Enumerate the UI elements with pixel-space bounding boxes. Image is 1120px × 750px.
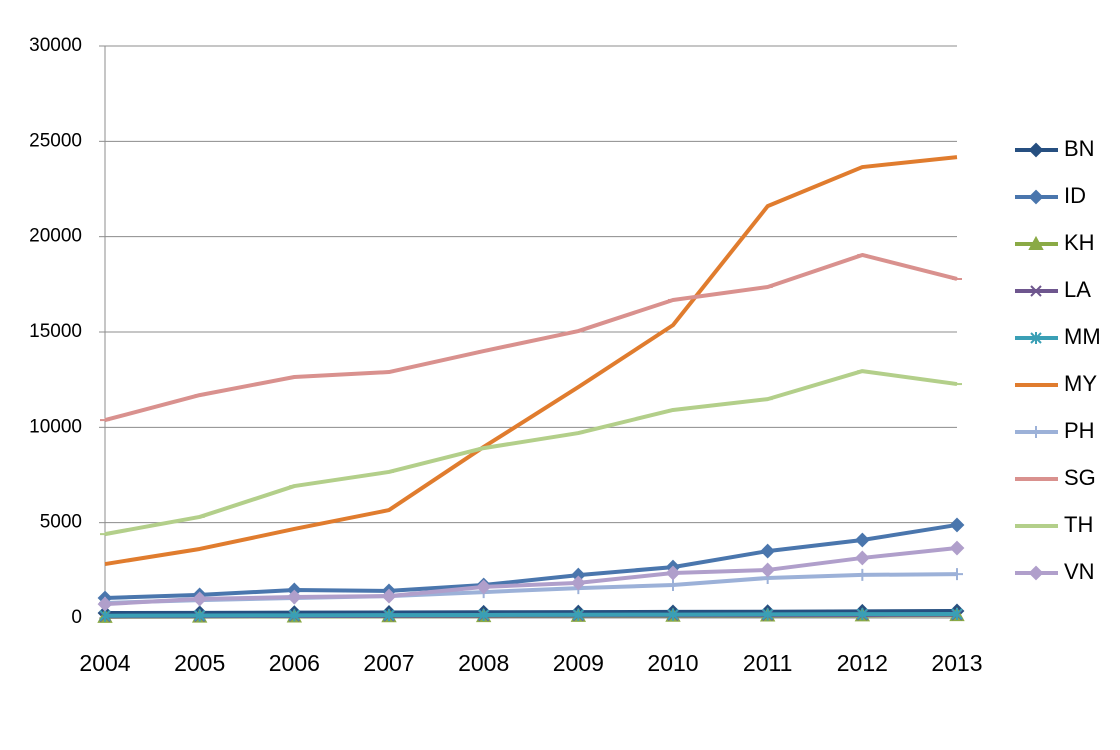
legend-item: MM (1015, 324, 1101, 349)
point-marker (286, 589, 302, 605)
x-tick-label: 2006 (269, 650, 320, 676)
legend-label: ID (1064, 183, 1086, 208)
legend-item: TH (1015, 512, 1093, 537)
y-tick-label: 5000 (40, 512, 82, 533)
point-marker (854, 532, 870, 548)
point-marker (667, 579, 679, 592)
series (99, 607, 963, 622)
legend-item: MY (1015, 371, 1097, 396)
series-line (104, 252, 958, 423)
point-marker (760, 562, 776, 578)
point-marker (951, 568, 963, 581)
legend-marker (1028, 565, 1044, 581)
legend-marker (1030, 426, 1042, 438)
y-tick-label: 15000 (29, 321, 82, 342)
legend-label: SG (1064, 465, 1096, 490)
x-tick-label: 2008 (458, 650, 509, 676)
x-tick-label: 2012 (837, 650, 888, 676)
legend-item: ID (1015, 183, 1086, 208)
y-tick-label: 20000 (29, 226, 82, 247)
point-marker (761, 608, 774, 621)
x-tick-label: 2011 (743, 650, 792, 676)
x-tick-label: 2009 (553, 650, 604, 676)
y-tick-label: 25000 (29, 130, 82, 151)
series (104, 155, 958, 567)
x-tick-label: 2004 (79, 650, 130, 676)
x-tick-label: 2007 (363, 650, 414, 676)
series-line (104, 546, 958, 607)
legend-marker (1030, 285, 1042, 297)
point-marker (193, 609, 206, 622)
point-marker (949, 517, 965, 533)
legend-item: VN (1015, 559, 1095, 584)
legend-label: MY (1064, 371, 1097, 396)
series (97, 517, 965, 606)
point-marker (760, 543, 776, 559)
series-line (104, 155, 958, 567)
point-marker (856, 568, 869, 581)
point-marker (854, 550, 870, 566)
point-marker (192, 591, 208, 607)
legend-marker (1030, 332, 1042, 344)
legend-label: MM (1064, 324, 1101, 349)
point-marker (477, 608, 490, 621)
point-marker (97, 596, 113, 612)
legend-marker (1028, 189, 1044, 205)
point-marker (572, 608, 585, 621)
series (100, 369, 962, 537)
point-marker (949, 540, 965, 556)
series (99, 568, 963, 609)
legend-label: BN (1064, 136, 1095, 161)
legend-label: KH (1064, 230, 1095, 255)
x-tick-label: 2005 (174, 650, 225, 676)
legend-label: LA (1064, 277, 1091, 302)
legend-marker (1028, 142, 1044, 158)
point-marker (665, 565, 681, 581)
point-marker (99, 609, 111, 622)
series (100, 252, 962, 423)
point-marker (383, 609, 395, 622)
legend-label: VN (1064, 559, 1095, 584)
legend-item: LA (1015, 277, 1091, 302)
y-tick-label: 0 (71, 607, 82, 628)
x-tick-label: 2013 (931, 650, 982, 676)
series (97, 540, 965, 612)
series-line (104, 522, 958, 600)
point-marker (856, 608, 869, 621)
point-marker (476, 579, 492, 595)
series-line (104, 611, 958, 618)
legend-item: BN (1015, 136, 1095, 161)
point-marker (951, 607, 963, 620)
legend-item: SG (1015, 465, 1096, 490)
y-tick-label: 30000 (29, 35, 82, 56)
legend-marker (1028, 235, 1044, 250)
legend-label: TH (1064, 512, 1093, 537)
y-tick-label: 10000 (29, 416, 82, 437)
legend-item: KH (1015, 230, 1095, 255)
series-line (104, 608, 958, 616)
series-line (104, 369, 958, 537)
point-marker (288, 609, 301, 622)
legend-item: PH (1015, 418, 1095, 443)
x-tick-label: 2010 (647, 650, 698, 676)
point-marker (570, 575, 586, 591)
point-marker (381, 588, 397, 604)
point-marker (667, 608, 679, 621)
legend-label: PH (1064, 418, 1095, 443)
